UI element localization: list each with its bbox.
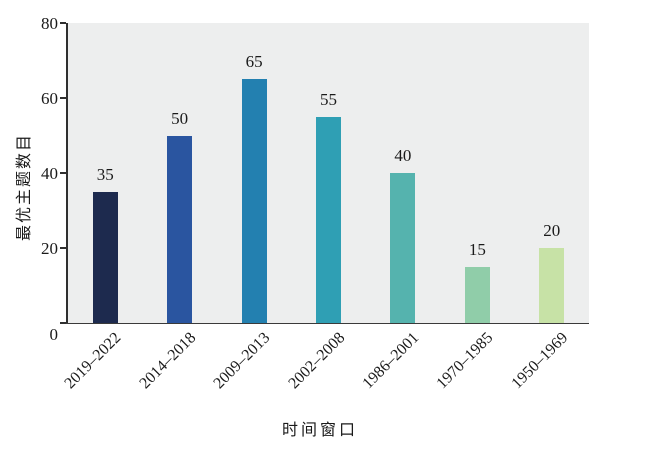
y-tick-label: 40 (41, 163, 58, 183)
y-axis-title: 最优主题数目 (16, 132, 33, 242)
y-tick-mark (60, 97, 66, 99)
bar-2019–2022 (92, 191, 118, 323)
x-tick-label: 1986–2001 (359, 329, 423, 393)
bar-value-label: 35 (96, 164, 114, 184)
bar-value-label: 15 (468, 239, 486, 259)
y-tick-label: 0 (49, 324, 59, 344)
bar-value-label: 50 (171, 108, 189, 128)
bar-2014–2018 (167, 135, 193, 323)
bar-2002–2008 (316, 116, 341, 323)
y-tick-label: 20 (41, 238, 58, 258)
x-tick-label: 2002–2008 (284, 329, 348, 393)
y-tick-mark (60, 322, 66, 324)
bar-1970–1985 (464, 266, 490, 323)
bar-value-label: 40 (394, 146, 412, 165)
bar-2009–2013 (241, 79, 267, 323)
bar-value-label: 20 (543, 221, 561, 240)
y-tick-label: 60 (41, 88, 58, 108)
bar-value-label: 55 (320, 89, 337, 109)
bar-value-label: 65 (245, 52, 263, 72)
x-tick-label: 2014–2018 (136, 329, 199, 393)
bar-1986–2001 (390, 173, 416, 323)
y-tick-mark (60, 172, 66, 174)
y-axis-line (66, 23, 68, 324)
x-tick-label: 1970–1985 (433, 329, 497, 393)
y-tick-mark (60, 22, 66, 24)
x-tick-label: 2009–2013 (210, 329, 274, 393)
bar-1950–1969 (539, 248, 565, 323)
x-axis-line (66, 322, 589, 325)
x-axis-title: 时间窗口 (281, 422, 359, 439)
y-tick-label: 80 (41, 13, 58, 33)
x-tick-label: 1950–1969 (508, 329, 572, 393)
x-tick-label: 2019–2022 (61, 329, 125, 393)
y-tick-mark (60, 247, 66, 249)
